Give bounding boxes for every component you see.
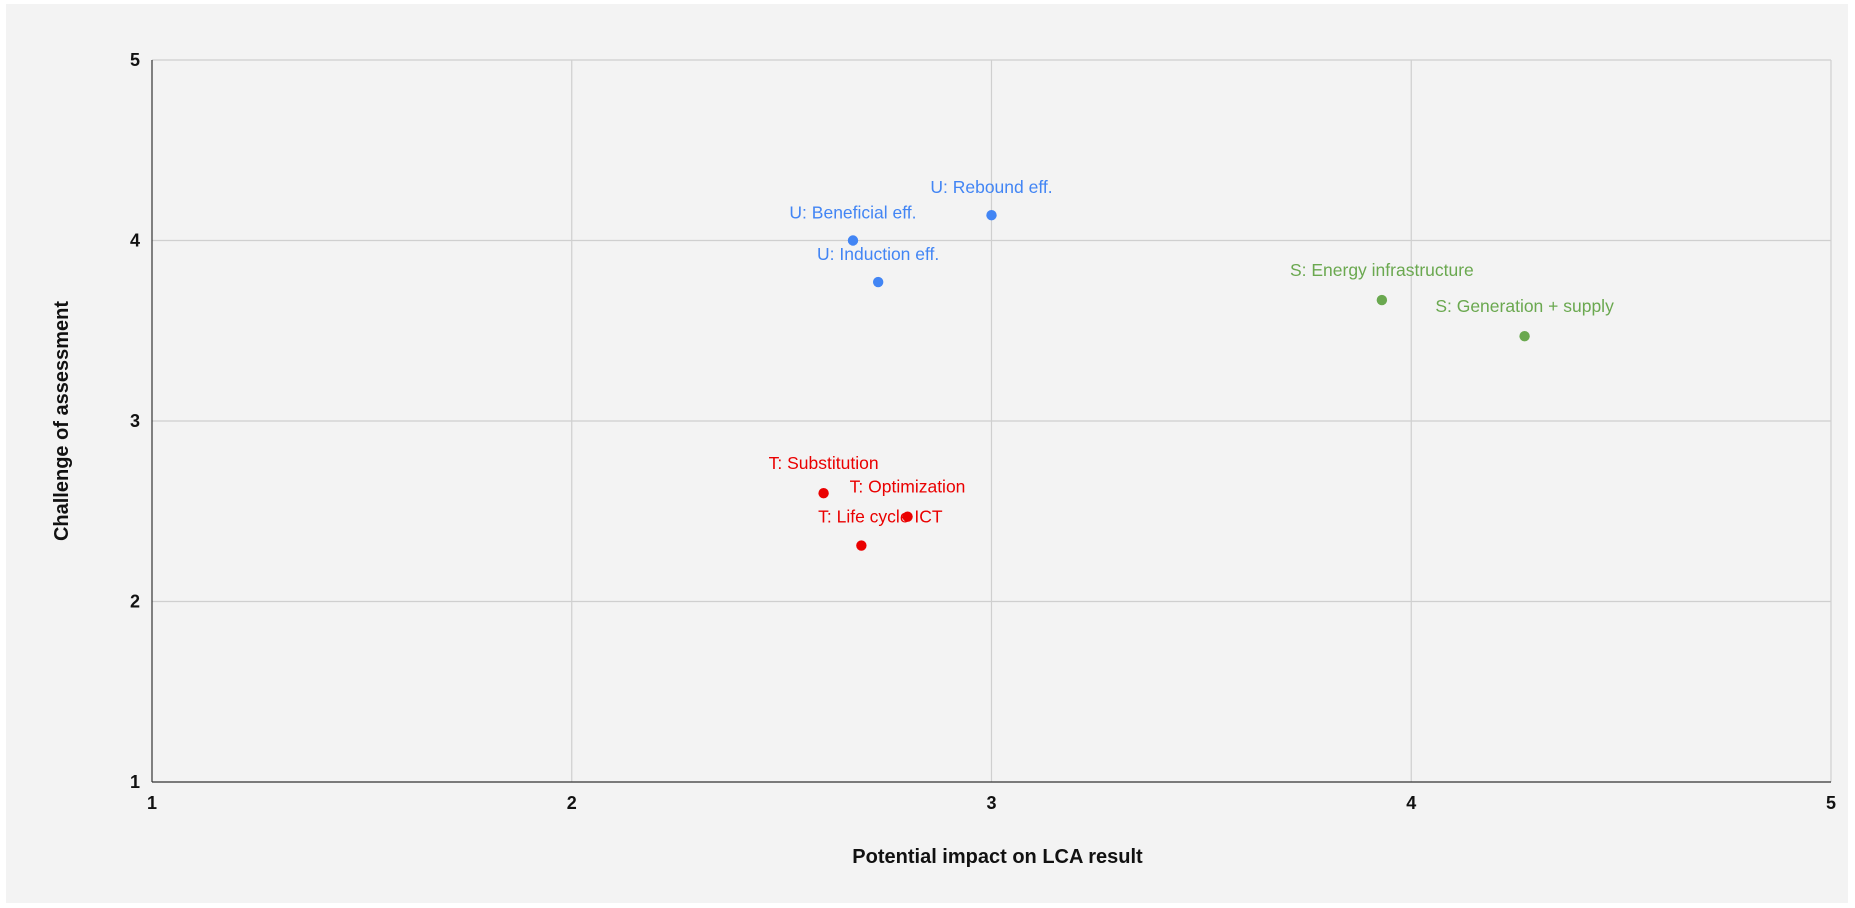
data-labels: U: Rebound eff. U: Beneficial eff. U: Indu… <box>769 177 1614 526</box>
x-tick-label: 5 <box>1826 793 1836 813</box>
tick-labels: 1 2 3 4 5 1 2 3 4 5 <box>130 50 1836 813</box>
data-point <box>847 235 859 246</box>
data-label: T: Substitution <box>769 453 879 473</box>
data-point <box>986 210 997 221</box>
y-tick-label: 3 <box>130 411 140 431</box>
data-label: U: Beneficial eff. <box>789 203 916 223</box>
grid <box>152 59 1832 782</box>
data-label: T: Optimization <box>850 477 966 497</box>
data-point <box>818 488 829 499</box>
data-point <box>1376 294 1388 306</box>
x-tick-label: 3 <box>986 793 996 813</box>
data-label: S: Generation + supply <box>1435 296 1614 316</box>
y-tick-label: 1 <box>130 772 140 792</box>
y-tick-label: 2 <box>130 592 140 612</box>
y-axis-title: Challenge of assessment <box>51 301 73 541</box>
x-tick-label: 4 <box>1406 793 1416 813</box>
data-label: U: Induction eff. <box>817 244 939 264</box>
data-point <box>856 540 867 551</box>
data-label: U: Rebound eff. <box>930 177 1052 197</box>
data-points <box>818 210 1530 551</box>
x-axis-title: Potential impact on LCA result <box>852 846 1143 868</box>
y-tick-label: 4 <box>130 231 140 251</box>
scatter-chart: 1 2 3 4 5 1 2 3 4 5 U: Rebound eff. U: Beneficial … <box>51 50 1836 868</box>
chart-panel: 1 2 3 4 5 1 2 3 4 5 U: Rebound eff. U: Beneficial … <box>6 4 1848 903</box>
data-point <box>872 276 884 288</box>
axes <box>151 60 1831 783</box>
y-tick-label: 5 <box>130 50 140 70</box>
x-tick-label: 2 <box>567 793 577 813</box>
x-tick-label: 1 <box>147 793 157 813</box>
data-point <box>902 511 913 522</box>
data-label: S: Energy infrastructure <box>1290 260 1474 280</box>
data-point <box>1519 330 1530 342</box>
data-label: T: Life cycle ICT <box>818 507 943 527</box>
